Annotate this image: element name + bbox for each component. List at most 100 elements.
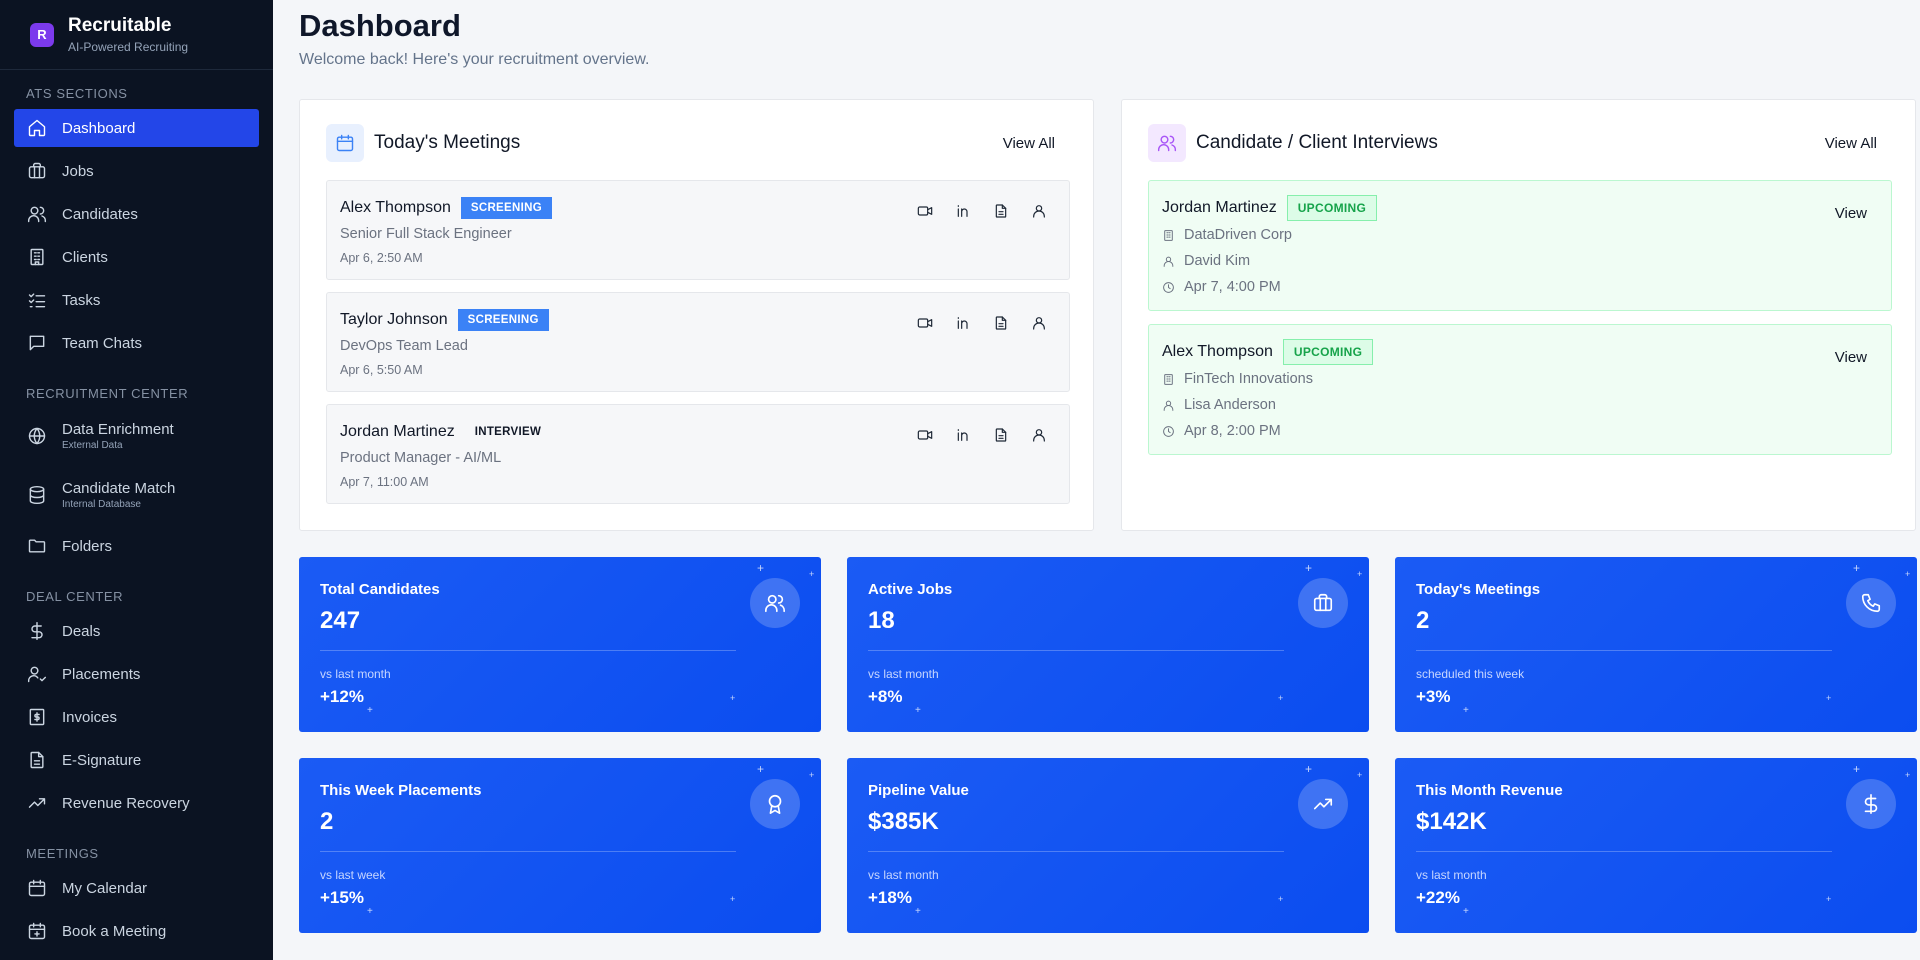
sidebar-item-book-a-meeting[interactable]: Book a Meeting — [14, 912, 259, 950]
stat-card-todays-meetings[interactable]: + + + + Today's Meetings 2 scheduled thi… — [1395, 557, 1917, 732]
sidebar-item-label: Clients — [62, 248, 108, 266]
trending-up-icon — [26, 792, 48, 814]
user-icon[interactable] — [1029, 425, 1049, 445]
video-icon[interactable] — [915, 425, 935, 445]
interview-time: Apr 8, 2:00 PM — [1184, 423, 1281, 439]
stat-card-pipeline-value[interactable]: + + + + Pipeline Value $385K vs last mon… — [847, 758, 1369, 933]
brand[interactable]: R Recruitable AI-Powered Recruiting — [0, 0, 273, 70]
sidebar: R Recruitable AI-Powered Recruiting ATS … — [0, 0, 273, 960]
sidebar-item-label: Candidate Match — [62, 480, 176, 497]
sidebar-item-jobs[interactable]: Jobs — [14, 152, 259, 190]
stat-label: This Month Revenue — [1416, 782, 1563, 799]
view-interview-button[interactable]: View — [1834, 349, 1867, 366]
stat-label: Today's Meetings — [1416, 581, 1541, 598]
stat-sub: vs last week — [320, 868, 386, 882]
stat-change: +22% — [1416, 888, 1460, 907]
sidebar-item-label: Invoices — [62, 708, 118, 726]
linkedin-icon[interactable] — [953, 313, 973, 333]
user-icon[interactable] — [1029, 201, 1049, 221]
interview-card[interactable]: Alex Thompson UPCOMING FinTech Innovation… — [1148, 324, 1892, 455]
section-title-recruitment: RECRUITMENT CENTER — [26, 386, 189, 401]
sidebar-item-clients[interactable]: Clients — [14, 238, 259, 276]
sidebar-item-candidate-match[interactable]: Candidate Match Internal Database — [14, 468, 259, 522]
interview-time: Apr 7, 4:00 PM — [1184, 279, 1281, 295]
status-badge: UPCOMING — [1282, 339, 1374, 365]
sparkle-icon: + — [809, 569, 815, 579]
view-interview-button[interactable]: View — [1834, 205, 1867, 222]
view-all-interviews-link[interactable]: View All — [1824, 135, 1877, 152]
sparkle-icon: + — [915, 906, 921, 917]
stat-sub: vs last month — [868, 667, 939, 681]
meeting-name: Alex Thompson — [340, 199, 451, 216]
video-icon[interactable] — [915, 313, 935, 333]
stat-card-active-jobs[interactable]: + + + + Active Jobs 18 vs last month +8% — [847, 557, 1369, 732]
document-icon[interactable] — [991, 425, 1011, 445]
brand-tagline: AI-Powered Recruiting — [68, 40, 189, 54]
sparkle-icon: + — [1278, 894, 1284, 904]
meeting-card[interactable]: Taylor Johnson SCREENING DevOps Team Lead… — [326, 292, 1070, 392]
stat-value: 18 — [868, 607, 895, 634]
view-all-meetings-link[interactable]: View All — [1002, 135, 1055, 152]
phone-icon — [1846, 578, 1896, 628]
meeting-time: Apr 6, 2:50 AM — [340, 251, 423, 265]
stat-value: $385K — [868, 808, 939, 835]
briefcase-icon — [1298, 578, 1348, 628]
main-content: Dashboard Welcome back! Here's your recr… — [273, 0, 1920, 960]
meeting-name: Jordan Martinez — [340, 423, 455, 440]
stat-card-week-placements[interactable]: + + + + This Week Placements 2 vs last w… — [299, 758, 821, 933]
sparkle-icon: + — [1278, 693, 1284, 703]
sidebar-item-data-enrichment[interactable]: Data Enrichment External Data — [14, 409, 259, 463]
interview-company: DataDriven Corp — [1184, 227, 1292, 243]
interview-card[interactable]: Jordan Martinez UPCOMING DataDriven Corp … — [1148, 180, 1892, 311]
sidebar-item-label: Book a Meeting — [62, 922, 167, 940]
sidebar-item-dashboard[interactable]: Dashboard — [14, 109, 259, 147]
stat-card-month-revenue[interactable]: + + + + This Month Revenue $142K vs last… — [1395, 758, 1917, 933]
sparkle-icon: + — [367, 906, 373, 917]
sidebar-item-team-chats[interactable]: Team Chats — [14, 324, 259, 362]
page-subtitle: Welcome back! Here's your recruitment ov… — [299, 51, 650, 68]
sparkle-icon: + — [1357, 770, 1363, 780]
sidebar-item-e-signature[interactable]: E-Signature — [14, 741, 259, 779]
building-icon — [26, 246, 48, 268]
stat-change: +3% — [1416, 687, 1451, 706]
sidebar-item-tasks[interactable]: Tasks — [14, 281, 259, 319]
globe-icon — [26, 425, 48, 447]
sidebar-item-invoices[interactable]: Invoices — [14, 698, 259, 736]
stat-label: Total Candidates — [320, 581, 440, 598]
sidebar-item-candidates[interactable]: Candidates — [14, 195, 259, 233]
section-title-ats: ATS SECTIONS — [26, 86, 128, 101]
sidebar-item-label: Dashboard — [62, 119, 136, 137]
home-icon — [26, 117, 48, 139]
stat-label: Pipeline Value — [868, 782, 969, 799]
sparkle-icon: + — [730, 894, 736, 904]
users-icon — [26, 203, 48, 225]
sidebar-item-deals[interactable]: Deals — [14, 612, 259, 650]
linkedin-icon[interactable] — [953, 425, 973, 445]
page-title: Dashboard — [299, 8, 461, 43]
sidebar-item-revenue-recovery[interactable]: Revenue Recovery — [14, 784, 259, 822]
interview-contact: David Kim — [1184, 253, 1251, 269]
stat-sub: scheduled this week — [1416, 667, 1525, 681]
document-icon[interactable] — [991, 313, 1011, 333]
todays-meetings-panel: Today's Meetings View All Alex Thompson S… — [299, 99, 1094, 531]
sparkle-icon: + — [1853, 561, 1861, 575]
meeting-card[interactable]: Alex Thompson SCREENING Senior Full Stack… — [326, 180, 1070, 280]
video-icon[interactable] — [915, 201, 935, 221]
interview-name: Alex Thompson — [1162, 343, 1273, 360]
meeting-card[interactable]: Jordan Martinez INTERVIEW Product Manager… — [326, 404, 1070, 504]
interviews-panel: Candidate / Client Interviews View All J… — [1121, 99, 1916, 531]
users-icon — [750, 578, 800, 628]
stat-card-total-candidates[interactable]: + + + + Total Candidates 247 vs last mon… — [299, 557, 821, 732]
sidebar-item-my-calendar[interactable]: My Calendar — [14, 869, 259, 907]
sidebar-item-label: Team Chats — [62, 334, 143, 352]
document-icon[interactable] — [991, 201, 1011, 221]
clock-icon — [1163, 425, 1174, 437]
linkedin-icon[interactable] — [953, 201, 973, 221]
user-icon[interactable] — [1029, 313, 1049, 333]
meeting-role: DevOps Team Lead — [340, 338, 468, 354]
sidebar-item-placements[interactable]: Placements — [14, 655, 259, 693]
checklist-icon — [26, 289, 48, 311]
stat-value: 247 — [320, 607, 361, 634]
chat-icon — [26, 332, 48, 354]
sidebar-item-folders[interactable]: Folders — [14, 527, 259, 565]
